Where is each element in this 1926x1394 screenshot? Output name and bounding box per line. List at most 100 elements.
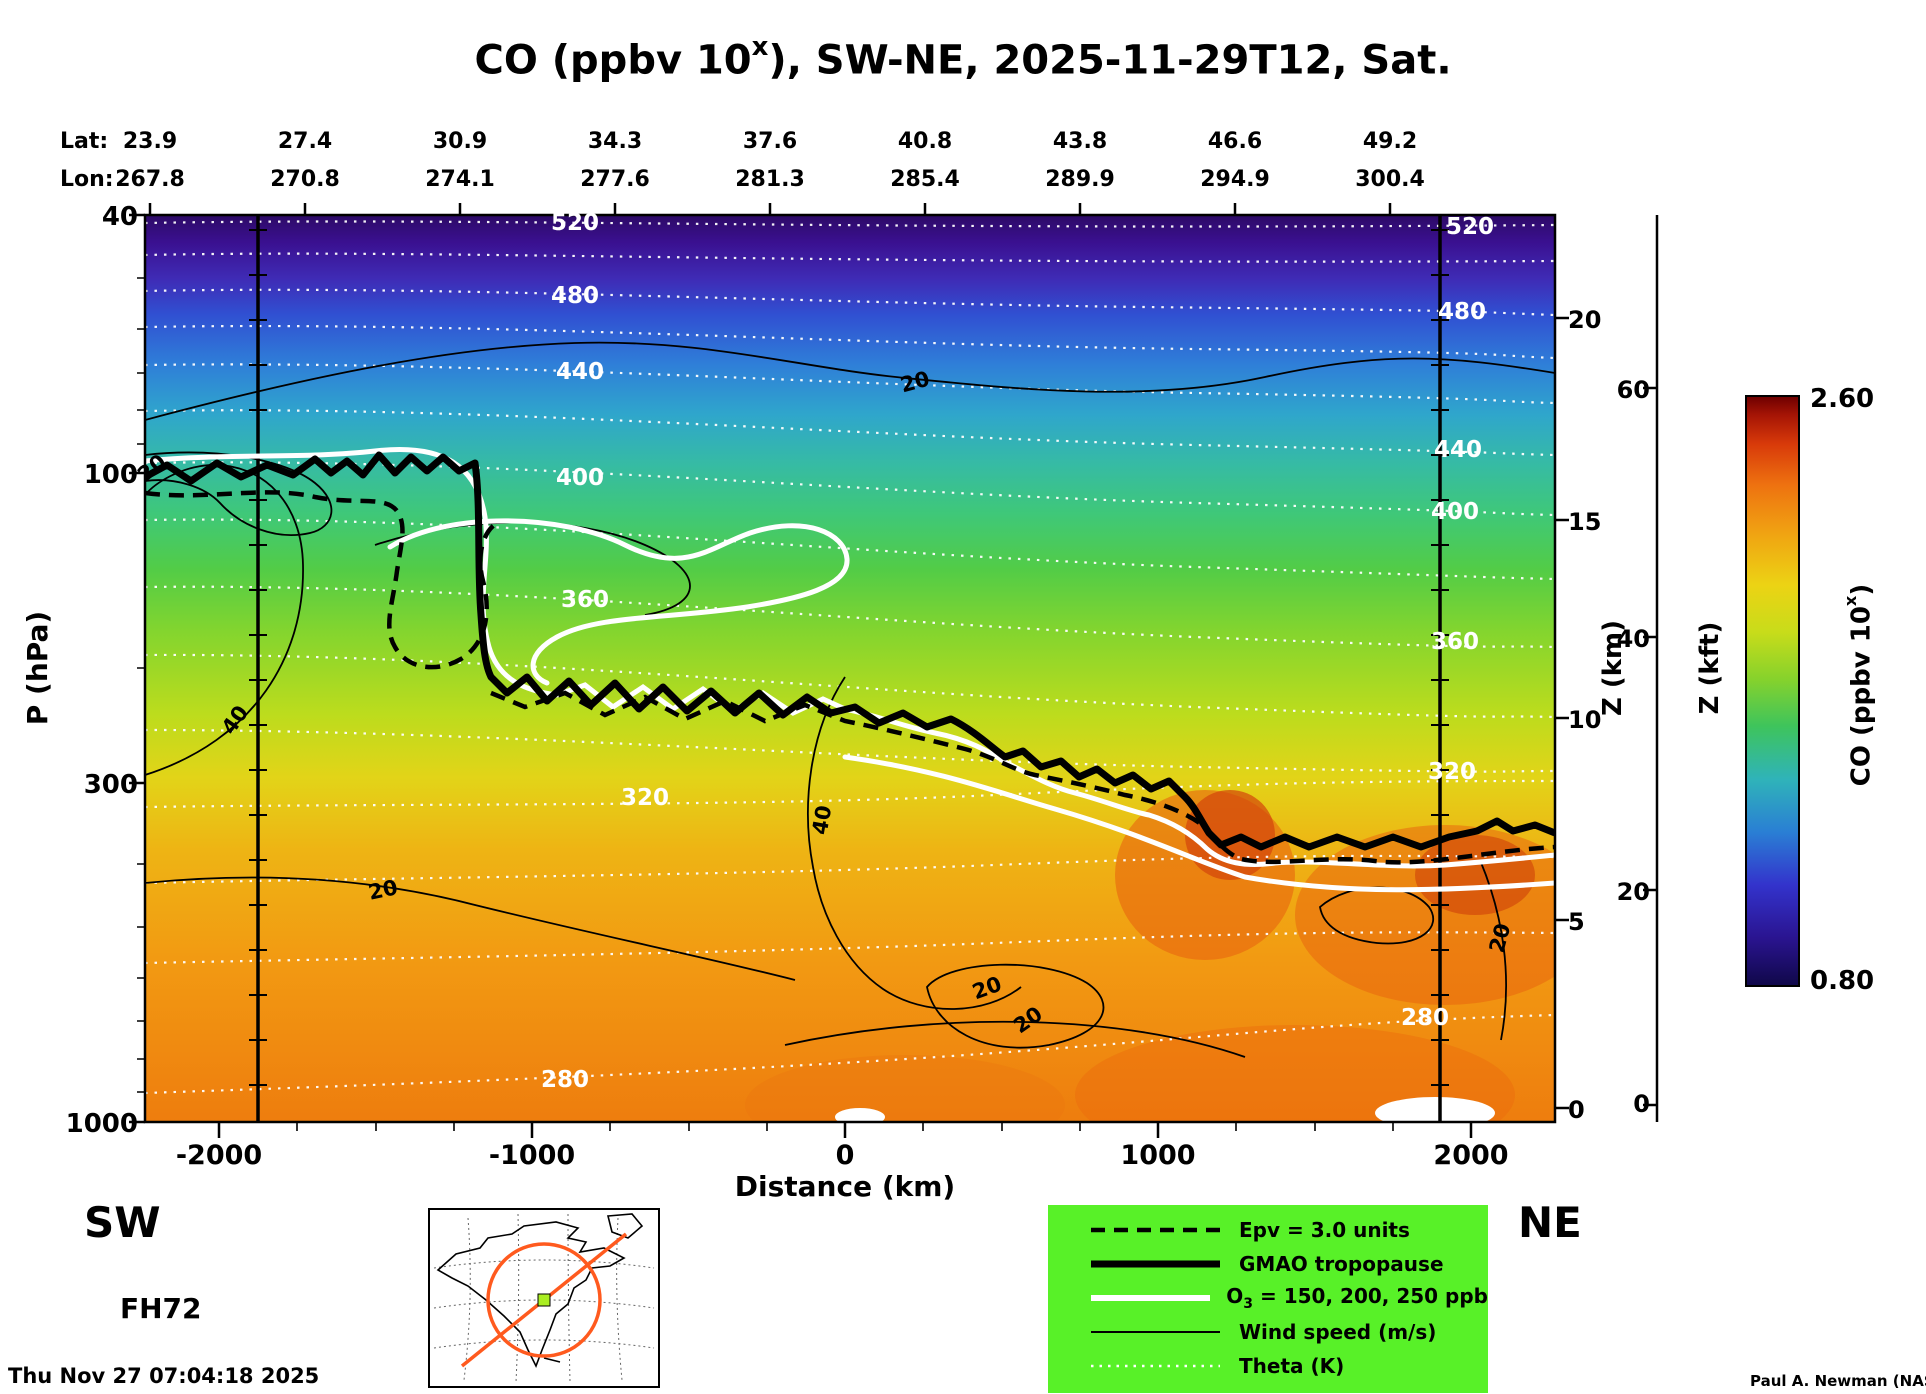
lat-value: 34.3 (587, 129, 643, 154)
legend-item-epv: Epv = 3.0 units (1048, 1213, 1488, 1247)
generation-timestamp: Thu Nov 27 07:04:18 2025 (8, 1364, 320, 1388)
title-text: CO (ppbv 10 (474, 37, 752, 84)
distance-tick: 2000 (1433, 1140, 1509, 1171)
lon-value: 277.6 (580, 167, 650, 192)
high-co-blobs (745, 790, 1555, 1122)
domain-marker-lines (249, 215, 1449, 1122)
z-kft-tick: 40 (1616, 625, 1650, 653)
ne-endpoint-label: NE (1518, 1198, 1582, 1247)
lat-value: 49.2 (1362, 129, 1418, 154)
z-kft-tick: 0 (1633, 1090, 1650, 1118)
axis-ticks (129, 203, 1569, 1138)
map-inset (428, 1208, 660, 1388)
lon-value: 281.3 (735, 167, 805, 192)
theta-contour-label: 520 (1445, 214, 1495, 240)
lon-value: 267.8 (115, 167, 185, 192)
title-rest: ), SW-NE, 2025-11-29T12, Sat. (768, 37, 1452, 84)
distance-tick: -1000 (488, 1140, 576, 1171)
z-kft-axis-line (1643, 215, 1659, 1122)
epv-line-sample (1091, 1227, 1220, 1233)
lon-value: 270.8 (270, 167, 340, 192)
theta-contour-label: 360 (560, 587, 610, 613)
colorbar-label-rest: ) (1846, 583, 1877, 596)
forecast-hour-label: FH72 (120, 1292, 202, 1325)
lon-value: 285.4 (890, 167, 960, 192)
colorbar-label-text: CO (ppbv 10 (1846, 606, 1877, 787)
z-kft-tick: 20 (1616, 878, 1650, 906)
z-km-tick: 20 (1568, 306, 1602, 334)
theta-contour-label: 280 (1400, 1005, 1450, 1031)
lon-value: 300.4 (1355, 167, 1425, 192)
theta-contour-label: 440 (1433, 437, 1483, 463)
legend-item-wind: Wind speed (m/s) (1048, 1315, 1488, 1349)
gmao-tropopause-line (145, 451, 1555, 851)
lat-value: 37.6 (742, 129, 798, 154)
pressure-tick: 40 (101, 202, 138, 232)
legend-label-theta: Theta (K) (1239, 1354, 1345, 1378)
wind-line-sample (1091, 1331, 1220, 1333)
z-km-tick: 0 (1568, 1096, 1585, 1124)
legend-item-theta: Theta (K) (1048, 1349, 1488, 1383)
plot-area (145, 215, 1555, 1122)
theta-contour-label: 320 (1427, 759, 1477, 785)
lat-value: 23.9 (122, 129, 178, 154)
legend-label-ozone: O3 = 150, 200, 250 ppb (1226, 1284, 1488, 1312)
legend-label-tropopause: GMAO tropopause (1239, 1252, 1444, 1276)
title-superscript: x (751, 32, 769, 62)
theta-line-sample (1091, 1364, 1220, 1368)
theta-contour-label: 480 (1437, 299, 1487, 325)
legend-label-wind: Wind speed (m/s) (1239, 1320, 1437, 1344)
sw-endpoint-label: SW (84, 1198, 161, 1247)
tropopause-line-sample (1091, 1260, 1220, 1268)
lat-value: 43.8 (1052, 129, 1108, 154)
theta-contour-label: 320 (620, 785, 670, 811)
legend-label-epv: Epv = 3.0 units (1239, 1218, 1410, 1242)
wind-contour-label: 40 (807, 803, 837, 837)
legend-item-ozone: O3 = 150, 200, 250 ppb (1048, 1281, 1488, 1315)
lat-value: 30.9 (432, 129, 488, 154)
credit-text: Paul A. Newman (NASA (1750, 1372, 1926, 1390)
lat-axis-label: Lat: (60, 129, 109, 154)
figure-title: CO (ppbv 10x), SW-NE, 2025-11-29T12, Sat… (263, 32, 1663, 84)
lon-value: 294.9 (1200, 167, 1270, 192)
legend-item-tropopause: GMAO tropopause (1048, 1247, 1488, 1281)
colorbar-max: 2.60 (1810, 384, 1875, 414)
theta-contour-label: 440 (555, 359, 605, 385)
lon-value: 274.1 (425, 167, 495, 192)
lat-value: 46.6 (1207, 129, 1263, 154)
distance-tick: -2000 (175, 1140, 263, 1171)
z-kft-tick: 60 (1616, 376, 1650, 404)
theta-contour-label: 280 (540, 1067, 590, 1093)
lon-axis-label: Lon: (60, 167, 114, 192)
distance-axis-label: Distance (km) (734, 1170, 956, 1203)
colorbar-min: 0.80 (1810, 966, 1875, 996)
wind-speed-contours (145, 341, 1555, 1058)
z-km-axis-label: Z (km) (1598, 619, 1628, 717)
z-kft-axis-label: Z (kft) (1695, 621, 1725, 715)
map-center-marker (537, 1293, 551, 1307)
lat-value: 27.4 (277, 129, 333, 154)
pressure-tick: 100 (83, 460, 138, 490)
pressure-axis-label: P (hPa) (21, 610, 54, 726)
map-domain-circle (486, 1242, 602, 1358)
theta-contour-label: 520 (550, 210, 600, 236)
colorbar-label-superscript: x (1841, 595, 1860, 607)
cross-section-plot (129, 203, 1659, 1138)
theta-contour-label: 360 (1430, 629, 1480, 655)
z-km-tick: 10 (1568, 706, 1602, 734)
theta-contour-label: 400 (555, 465, 605, 491)
lat-value: 40.8 (897, 129, 953, 154)
theta-contour-label: 480 (550, 283, 600, 309)
z-km-tick: 15 (1568, 508, 1602, 536)
ozone-line-sample (1091, 1295, 1211, 1301)
theta-contour-label: 400 (1430, 499, 1480, 525)
z-km-tick: 5 (1568, 908, 1585, 936)
pressure-tick: 300 (83, 770, 138, 800)
pressure-tick: 1000 (65, 1109, 138, 1139)
colorbar-axis-label: CO (ppbv 10x) (1841, 485, 1879, 885)
legend: Epv = 3.0 units GMAO tropopause O3 = 150… (1048, 1205, 1488, 1393)
distance-tick: 1000 (1120, 1140, 1196, 1171)
epv-contours (145, 490, 1555, 865)
distance-tick: 0 (835, 1140, 855, 1171)
